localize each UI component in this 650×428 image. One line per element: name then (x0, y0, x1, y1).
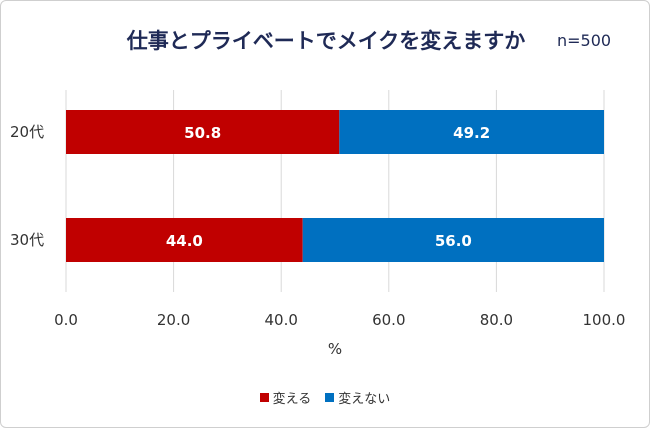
bar-segment (66, 110, 340, 154)
x-tick-label: 100.0 (583, 311, 626, 329)
x-tick-label: 80.0 (480, 311, 513, 329)
x-axis-title: % (328, 340, 342, 358)
data-label: 44.0 (166, 232, 203, 250)
legend-swatch-kaenai (325, 393, 335, 402)
data-label: 50.8 (184, 124, 221, 142)
legend-swatch-kaeru (259, 393, 269, 402)
legend-label-kaeru: 変える (272, 391, 312, 406)
data-label: 56.0 (435, 232, 472, 250)
bar-segment (339, 110, 604, 154)
legend-label-kaenai: 変えない (338, 391, 391, 406)
axis-labels: 0.0 20.0 40.0 60.0 80.0 100.0% 20代 30代 (10, 123, 625, 358)
x-tick-label: 60.0 (372, 311, 405, 329)
legend: 変える 変えない (0, 388, 650, 407)
category-label: 20代 (10, 123, 44, 141)
legend-item-kaeru: 変える (259, 388, 312, 407)
sample-size-label: n=500 (557, 31, 612, 50)
chart-title: 仕事とプライベートでメイクを変えますか (126, 29, 526, 53)
bar-segment (66, 218, 303, 262)
x-tick-label: 20.0 (157, 311, 190, 329)
legend-item-kaenai: 変えない (325, 388, 390, 407)
x-tick-label: 40.0 (264, 311, 297, 329)
x-tick-label: 0.0 (54, 311, 78, 329)
category-label: 30代 (10, 231, 44, 249)
bars: 50.8 49.2 44.0 56.0 (66, 110, 604, 262)
data-label: 49.2 (453, 124, 490, 142)
bar-segment (302, 218, 604, 262)
